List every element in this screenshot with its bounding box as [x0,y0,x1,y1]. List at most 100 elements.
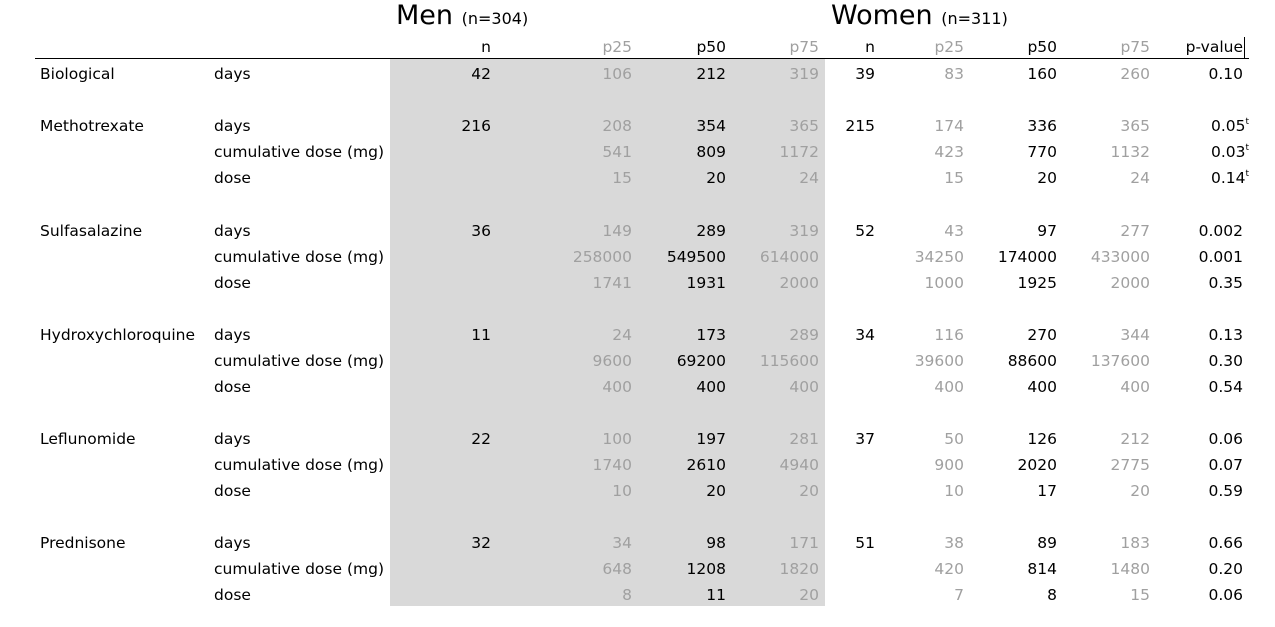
table-cell-men-p50: 20 [706,169,726,187]
measure-label: cumulative dose (mg) [214,456,384,474]
measure-label: days [214,430,251,448]
table-cell-men-p75: 20 [799,482,819,500]
table-cell-men-p50: 173 [696,326,726,344]
table-cell-women-p25: 50 [944,430,964,448]
p-value-footnote-mark: t [1245,116,1249,127]
table-cell-men-p50: 69200 [676,352,726,370]
column-header-women-p25: p25 [934,38,964,56]
group-label-women: Women [831,0,933,31]
table-cell-women-p75: 260 [1120,65,1150,83]
table-cell-p-value: 0.66 [1208,534,1243,552]
column-header-men-n: n [481,38,491,56]
table-cell-men-p50: 549500 [666,248,726,266]
table-cell-women-p75: 277 [1120,222,1150,240]
p-value-footnote-mark: t [1245,142,1249,153]
table-cell-women-n: 39 [855,65,875,83]
table-cell-p-value: 0.59 [1208,482,1243,500]
measure-label: dose [214,169,251,187]
column-header-women-p50: p50 [1027,38,1057,56]
table-cell-women-p50: 8 [1047,586,1057,604]
table-cell-p-value: 0.20 [1208,560,1243,578]
table-cell-women-p75: 1480 [1110,560,1150,578]
table-cell-women-p25: 116 [934,326,964,344]
table-cell-women-p50: 400 [1027,378,1057,396]
table-cell-men-p25: 9600 [592,352,632,370]
table-cell-women-p75: 433000 [1090,248,1150,266]
table-cell-women-p25: 10 [944,482,964,500]
p-value-footnote-mark: t [1245,168,1249,179]
drug-name: Hydroxychloroquine [40,326,196,344]
measure-label: days [214,65,251,83]
table-cell-men-p50: 1208 [686,560,726,578]
table-cell-men-p25: 10 [612,482,632,500]
drug-name: Sulfasalazine [40,222,143,240]
table-cell-women-p75: 2775 [1110,456,1150,474]
table-cell-men-p50: 809 [696,143,726,161]
table-cell-men-p75: 1820 [779,560,819,578]
table-cell-women-p75: 400 [1120,378,1150,396]
table-cell-p-value: 0.35 [1208,274,1243,292]
table-cell-women-p25: 174 [934,117,964,135]
table-cell-p-value: 0.05t [1210,116,1249,135]
table-cell-p-value: 0.10 [1208,65,1243,83]
group-count-men: (n=304) [461,9,529,28]
drug-name: Biological [40,65,115,83]
table-cell-men-p25: 541 [602,143,632,161]
table-cell-women-p50: 126 [1027,430,1057,448]
table-cell-women-n: 37 [855,430,875,448]
table-cell-men-p25: 149 [602,222,632,240]
table-cell-men-p50: 2610 [686,456,726,474]
table-cell-men-p25: 8 [622,586,632,604]
table-cell-men-p75: 400 [789,378,819,396]
table-cell-women-p50: 17 [1037,482,1057,500]
table-cell-p-value: 0.06 [1208,430,1243,448]
table-cell-women-n: 52 [855,222,875,240]
measure-label: cumulative dose (mg) [214,248,384,266]
table-cell-men-p25: 258000 [572,248,632,266]
table-cell-women-p25: 423 [934,143,964,161]
table-cell-men-n: 11 [471,326,491,344]
table-cell-women-p75: 24 [1130,169,1150,187]
column-header-p-value: p-value [1185,38,1243,56]
table-cell-women-p50: 89 [1037,534,1057,552]
column-header-women-p75: p75 [1120,38,1150,56]
table-cell-women-p25: 43 [944,222,964,240]
table-cell-women-p75: 365 [1120,117,1150,135]
table-cell-men-p75: 289 [789,326,819,344]
table-cell-men-p75: 365 [789,117,819,135]
measure-label: dose [214,586,251,604]
table-cell-men-p50: 197 [696,430,726,448]
column-header-men-p50: p50 [696,38,726,56]
drug-name: Prednisone [40,534,126,552]
table-cell-p-value: 0.002 [1198,222,1243,240]
table-cell-men-p75: 614000 [759,248,819,266]
table-cell-men-p75: 281 [789,430,819,448]
table-cell-men-n: 216 [461,117,491,135]
measure-label: dose [214,482,251,500]
table-cell-women-p25: 34250 [914,248,964,266]
table-cell-men-p75: 115600 [759,352,819,370]
measure-label: days [214,222,251,240]
table-cell-women-p25: 83 [944,65,964,83]
measure-label: dose [214,378,251,396]
table-cell-men-p25: 106 [602,65,632,83]
table-cell-men-p25: 208 [602,117,632,135]
table-cell-women-p50: 97 [1037,222,1057,240]
table-cell-men-p25: 24 [612,326,632,344]
table-cell-men-n: 32 [471,534,491,552]
table-cell-women-p50: 88600 [1007,352,1057,370]
group-label-men: Men [396,0,454,31]
text-cursor [1244,37,1245,58]
table-cell-men-p25: 15 [612,169,632,187]
table-cell-women-p75: 2000 [1110,274,1150,292]
table-cell-men-p50: 20 [706,482,726,500]
drug-name: Methotrexate [40,117,144,135]
measure-label: dose [214,274,251,292]
table-cell-men-p50: 354 [696,117,726,135]
table-cell-men-p50: 98 [706,534,726,552]
measure-label: days [214,326,251,344]
table-cell-women-n: 34 [855,326,875,344]
table-cell-men-p25: 400 [602,378,632,396]
men-column-shading [390,59,825,606]
